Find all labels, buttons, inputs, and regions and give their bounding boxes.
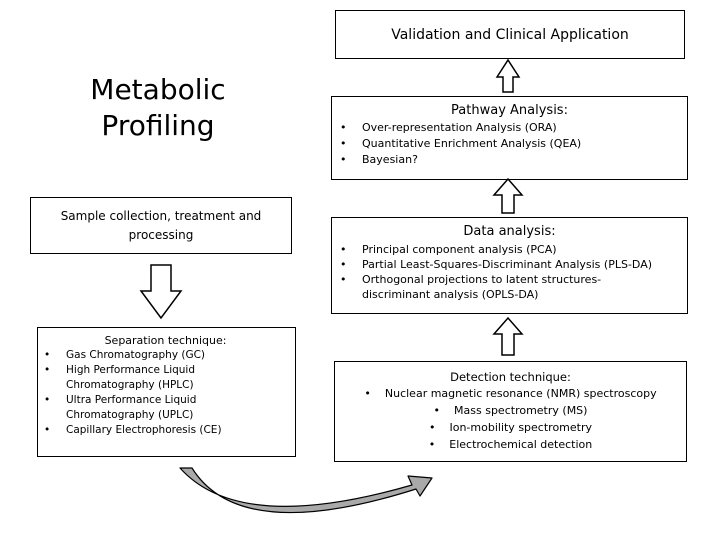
separation-technique-item: Ultra Performance Liquid Chromatography …	[40, 393, 291, 423]
detection-technique-title: Detection technique:	[450, 370, 571, 384]
data-analysis-title: Data analysis:	[463, 224, 556, 239]
headline-line-1: Metabolic	[90, 73, 226, 106]
separation-technique-item: High Performance Liquid Chromatography (…	[40, 363, 291, 393]
data-analysis-box: Data analysis: Principal component analy…	[331, 217, 688, 314]
pathway-analysis-item: Quantitative Enrichment Analysis (QEA)	[336, 136, 683, 152]
detection-technique-box: Detection technique: Nuclear magnetic re…	[334, 361, 687, 462]
data-analysis-item: Partial Least-Squares-Discriminant Analy…	[336, 257, 683, 272]
detection-technique-list: Nuclear magnetic resonance (NMR) spectro…	[339, 385, 682, 453]
pathway-analysis-item: Bayesian?	[336, 152, 683, 168]
data-analysis-list: Principal component analysis (PCA) Parti…	[336, 242, 683, 302]
separation-technique-title: Separation technique:	[104, 334, 227, 347]
separation-technique-item: Gas Chromatography (GC)	[40, 348, 291, 363]
sample-collection-box: Sample collection, treatment and process…	[30, 197, 292, 254]
separation-technique-box: Separation technique: Gas Chromatography…	[37, 327, 296, 457]
detection-technique-item: Mass spectrometry (MS)	[339, 402, 682, 419]
up-arrow-icon	[492, 177, 524, 214]
pathway-analysis-list: Over-representation Analysis (ORA) Quant…	[336, 120, 683, 168]
detection-technique-item: Ion-mobility spectrometry	[339, 419, 682, 436]
up-arrow-icon	[492, 316, 524, 356]
detection-technique-item: Nuclear magnetic resonance (NMR) spectro…	[339, 385, 682, 402]
separation-technique-list: Gas Chromatography (GC) High Performance…	[40, 348, 291, 438]
pathway-analysis-box: Pathway Analysis: Over-representation An…	[331, 96, 688, 180]
data-analysis-item: Principal component analysis (PCA)	[336, 242, 683, 257]
validation-title: Validation and Clinical Application	[391, 26, 629, 43]
pathway-analysis-item: Over-representation Analysis (ORA)	[336, 120, 683, 136]
sample-collection-title: Sample collection, treatment and process…	[60, 208, 262, 242]
curved-arrow-icon	[179, 467, 433, 514]
data-analysis-item: Orthogonal projections to latent structu…	[336, 272, 683, 302]
validation-box: Validation and Clinical Application	[335, 10, 685, 59]
separation-technique-item: Capillary Electrophoresis (CE)	[40, 423, 291, 438]
headline-line-2: Profiling	[101, 109, 215, 142]
down-arrow-icon	[139, 264, 183, 320]
up-arrow-icon	[495, 58, 521, 93]
detection-technique-item: Electrochemical detection	[339, 436, 682, 453]
diagram-headline: Metabolic Profiling	[58, 72, 258, 144]
pathway-analysis-title: Pathway Analysis:	[451, 103, 568, 118]
